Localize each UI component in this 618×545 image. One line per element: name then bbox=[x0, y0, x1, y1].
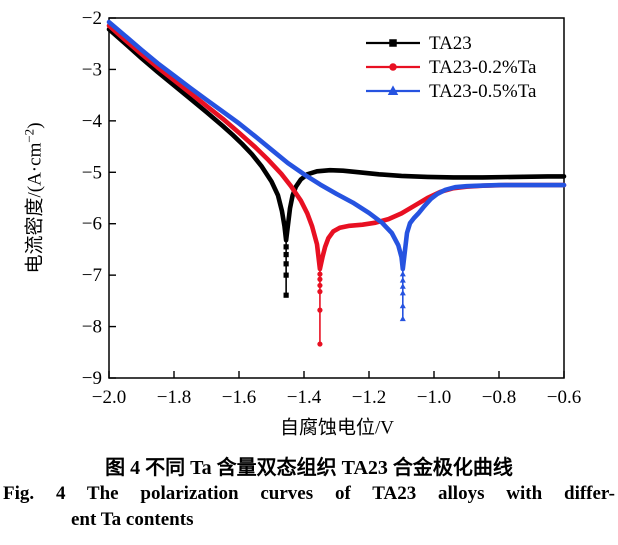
circle-marker bbox=[317, 271, 323, 277]
y-axis-label-pre: 电流密度/(A·cm bbox=[24, 142, 46, 274]
x-tick-label: −2.0 bbox=[92, 387, 126, 408]
y-axis-label: 电流密度/(A·cm−2) bbox=[20, 122, 47, 273]
y-tick-label: −7 bbox=[82, 265, 102, 286]
caption-english-line2: ent Ta contents bbox=[71, 509, 194, 530]
y-tick-label: −6 bbox=[82, 214, 102, 235]
circle-marker bbox=[317, 307, 323, 313]
circle-marker bbox=[317, 276, 323, 282]
y-tick-label: −2 bbox=[82, 8, 102, 29]
y-tick-label: −8 bbox=[82, 317, 102, 338]
circle-marker bbox=[317, 341, 323, 347]
square-legend-marker-icon bbox=[389, 39, 397, 47]
x-tick-label: −1.8 bbox=[157, 387, 191, 408]
square-marker bbox=[283, 251, 289, 258]
triangle-marker bbox=[399, 277, 406, 283]
square-marker bbox=[283, 261, 289, 267]
y-axis-label-superscript: −2 bbox=[21, 128, 37, 143]
triangle-legend-marker-icon bbox=[387, 85, 399, 95]
x-tick-label: −1.0 bbox=[417, 387, 451, 408]
circle-legend-marker-icon bbox=[389, 63, 397, 71]
triangle-marker bbox=[399, 283, 406, 289]
triangle-marker bbox=[399, 270, 406, 277]
triangle-marker bbox=[399, 315, 406, 322]
circle-marker bbox=[317, 282, 323, 289]
caption-chinese: 图 4 不同 Ta 含量双态组织 TA23 合金极化曲线 bbox=[105, 457, 513, 479]
square-marker bbox=[283, 292, 289, 298]
circle-marker bbox=[317, 289, 323, 295]
legend-label: TA23-0.2%Ta bbox=[429, 57, 537, 78]
x-tick-label: −1.6 bbox=[222, 387, 256, 408]
x-tick-label: −0.8 bbox=[482, 387, 516, 408]
y-tick-label: −4 bbox=[82, 111, 103, 132]
x-tick-label: −1.2 bbox=[352, 387, 386, 408]
square-marker bbox=[283, 272, 289, 278]
caption-english-line1: Fig. 4 The polarization curves of TA23 a… bbox=[3, 483, 615, 504]
y-tick-label: −9 bbox=[82, 368, 102, 389]
x-tick-label: −1.4 bbox=[287, 387, 322, 408]
curve-ta23-0-5-ta bbox=[106, 19, 567, 272]
legend-label: TA23-0.5%Ta bbox=[429, 81, 537, 102]
x-axis-label: 自腐蚀电位/V bbox=[279, 417, 395, 439]
square-marker bbox=[283, 244, 289, 250]
y-tick-label: −5 bbox=[82, 162, 102, 183]
plot-svg: −2.0 −1.8 −1.6 −1.4 −1.2 −1.0 −0.8 −0.6 −2 −3 −4 −5… bbox=[82, 8, 581, 408]
x-tick-label: −0.6 bbox=[547, 387, 581, 408]
plot-frame bbox=[108, 17, 565, 379]
curve-ta23 bbox=[106, 27, 567, 243]
y-tick-label: −3 bbox=[82, 59, 102, 80]
triangle-marker bbox=[399, 289, 406, 296]
legend-label: TA23 bbox=[429, 33, 472, 54]
triangle-marker bbox=[399, 302, 406, 309]
